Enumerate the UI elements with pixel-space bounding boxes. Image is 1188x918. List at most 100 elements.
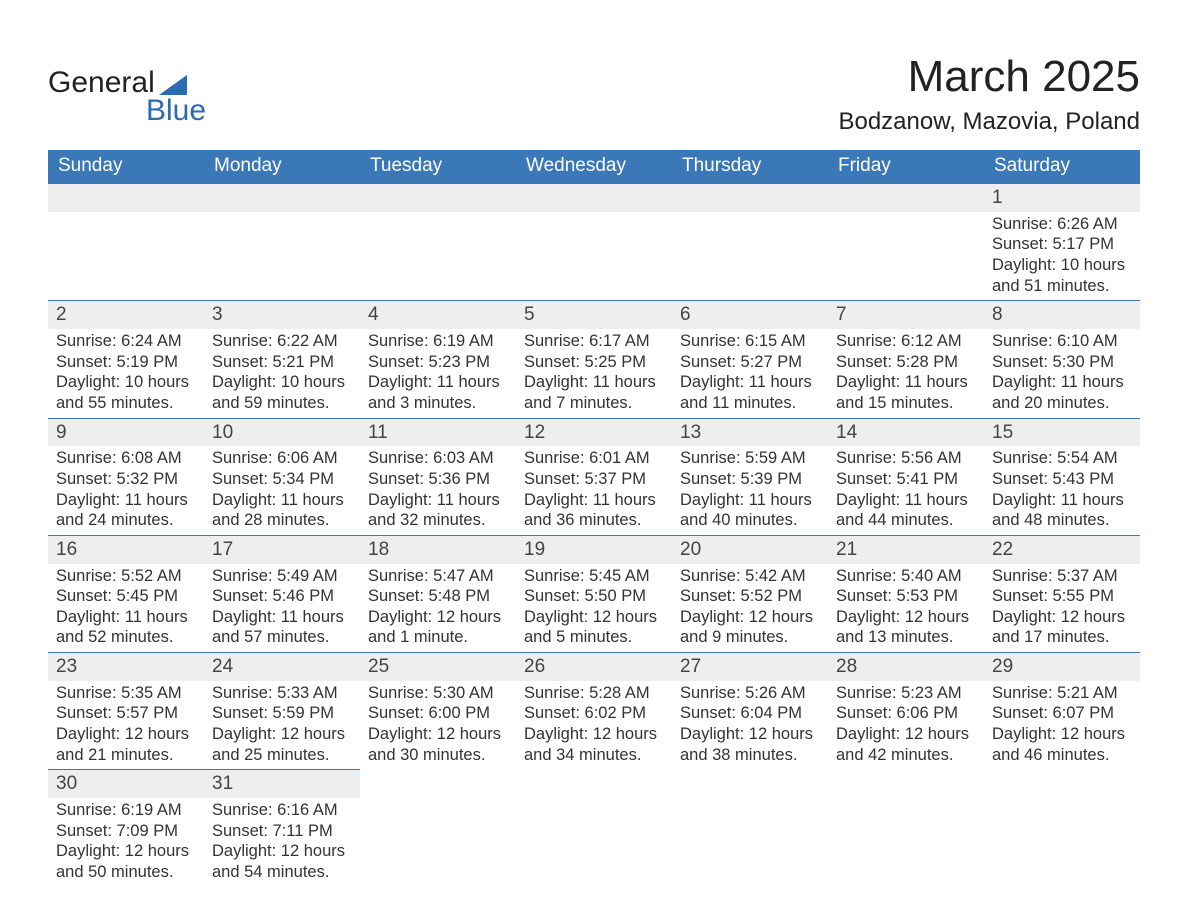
daylight-line1: Daylight: 12 hours — [56, 724, 196, 745]
logo-word1: General — [48, 68, 155, 98]
title-block: March 2025 Bodzanow, Mazovia, Poland — [838, 40, 1140, 136]
daylight-line1: Daylight: 11 hours — [680, 490, 820, 511]
sunrise: Sunrise: 5:35 AM — [56, 683, 196, 704]
daylight-line2: and 51 minutes. — [992, 276, 1132, 297]
daylight-line1: Daylight: 11 hours — [56, 490, 196, 511]
daylight-line1: Daylight: 12 hours — [524, 607, 664, 628]
daylight-line2: and 42 minutes. — [836, 745, 976, 766]
day-data-cell — [204, 212, 360, 301]
calendar-table: Sunday Monday Tuesday Wednesday Thursday… — [48, 150, 1140, 887]
sunrise: Sunrise: 6:12 AM — [836, 331, 976, 352]
day-data-cell — [828, 212, 984, 301]
day-number-cell: 21 — [828, 535, 984, 563]
daynum-row: 16171819202122 — [48, 535, 1140, 563]
daylight-line1: Daylight: 11 hours — [368, 490, 508, 511]
day-data-cell — [516, 212, 672, 301]
daylight-line2: and 55 minutes. — [56, 393, 196, 414]
daylight-line1: Daylight: 11 hours — [524, 372, 664, 393]
sunrise: Sunrise: 6:26 AM — [992, 214, 1132, 235]
daynum-row: 23242526272829 — [48, 653, 1140, 681]
sunset: Sunset: 6:04 PM — [680, 703, 820, 724]
sunrise: Sunrise: 6:01 AM — [524, 448, 664, 469]
sunrise: Sunrise: 5:33 AM — [212, 683, 352, 704]
sunset: Sunset: 5:45 PM — [56, 586, 196, 607]
daylight-line1: Daylight: 10 hours — [212, 372, 352, 393]
sunset: Sunset: 5:43 PM — [992, 469, 1132, 490]
day-number-cell: 22 — [984, 535, 1140, 563]
day-data-cell: Sunrise: 6:24 AMSunset: 5:19 PMDaylight:… — [48, 329, 204, 418]
day-header-row: Sunday Monday Tuesday Wednesday Thursday… — [48, 150, 1140, 184]
sunset: Sunset: 5:19 PM — [56, 352, 196, 373]
daylight-line1: Daylight: 11 hours — [524, 490, 664, 511]
day-data-cell: Sunrise: 5:40 AMSunset: 5:53 PMDaylight:… — [828, 564, 984, 653]
sunrise: Sunrise: 5:56 AM — [836, 448, 976, 469]
day-data-cell: Sunrise: 6:16 AMSunset: 7:11 PMDaylight:… — [204, 798, 360, 887]
day-data-cell: Sunrise: 6:19 AMSunset: 5:23 PMDaylight:… — [360, 329, 516, 418]
sunset: Sunset: 5:27 PM — [680, 352, 820, 373]
sunrise: Sunrise: 6:19 AM — [56, 800, 196, 821]
day-number-cell — [516, 770, 672, 798]
daylight-line1: Daylight: 12 hours — [212, 841, 352, 862]
location: Bodzanow, Mazovia, Poland — [838, 108, 1140, 136]
daylight-line2: and 1 minute. — [368, 627, 508, 648]
header: General Blue March 2025 Bodzanow, Mazovi… — [48, 40, 1140, 136]
sunrise: Sunrise: 6:03 AM — [368, 448, 508, 469]
day-data-cell: Sunrise: 6:10 AMSunset: 5:30 PMDaylight:… — [984, 329, 1140, 418]
day-data-cell: Sunrise: 5:21 AMSunset: 6:07 PMDaylight:… — [984, 681, 1140, 770]
day-data-cell — [672, 212, 828, 301]
day-number-cell — [360, 184, 516, 212]
day-data-cell: Sunrise: 6:26 AMSunset: 5:17 PMDaylight:… — [984, 212, 1140, 301]
sunrise: Sunrise: 5:52 AM — [56, 566, 196, 587]
daylight-line2: and 17 minutes. — [992, 627, 1132, 648]
daylight-line2: and 38 minutes. — [680, 745, 820, 766]
daylight-line1: Daylight: 10 hours — [992, 255, 1132, 276]
daylight-line2: and 54 minutes. — [212, 862, 352, 883]
sunset: Sunset: 5:36 PM — [368, 469, 508, 490]
day-data-cell: Sunrise: 5:52 AMSunset: 5:45 PMDaylight:… — [48, 564, 204, 653]
sunset: Sunset: 5:55 PM — [992, 586, 1132, 607]
data-row: Sunrise: 6:08 AMSunset: 5:32 PMDaylight:… — [48, 446, 1140, 535]
day-number-cell: 1 — [984, 184, 1140, 212]
day-data-cell: Sunrise: 6:19 AMSunset: 7:09 PMDaylight:… — [48, 798, 204, 887]
sunset: Sunset: 5:59 PM — [212, 703, 352, 724]
day-data-cell: Sunrise: 5:30 AMSunset: 6:00 PMDaylight:… — [360, 681, 516, 770]
daylight-line1: Daylight: 11 hours — [836, 490, 976, 511]
day-data-cell: Sunrise: 5:45 AMSunset: 5:50 PMDaylight:… — [516, 564, 672, 653]
daylight-line1: Daylight: 11 hours — [212, 490, 352, 511]
day-number-cell: 9 — [48, 418, 204, 446]
sunset: Sunset: 5:28 PM — [836, 352, 976, 373]
day-number-cell — [828, 770, 984, 798]
day-data-cell: Sunrise: 5:37 AMSunset: 5:55 PMDaylight:… — [984, 564, 1140, 653]
daylight-line1: Daylight: 12 hours — [992, 724, 1132, 745]
daynum-row: 2345678 — [48, 301, 1140, 329]
daylight-line2: and 25 minutes. — [212, 745, 352, 766]
day-number-cell: 6 — [672, 301, 828, 329]
daylight-line2: and 50 minutes. — [56, 862, 196, 883]
daylight-line1: Daylight: 12 hours — [680, 724, 820, 745]
daylight-line1: Daylight: 12 hours — [368, 607, 508, 628]
day-number-cell: 19 — [516, 535, 672, 563]
sunset: Sunset: 5:25 PM — [524, 352, 664, 373]
day-number-cell: 3 — [204, 301, 360, 329]
sunrise: Sunrise: 6:06 AM — [212, 448, 352, 469]
sunrise: Sunrise: 5:49 AM — [212, 566, 352, 587]
daylight-line1: Daylight: 12 hours — [212, 724, 352, 745]
day-number-cell: 15 — [984, 418, 1140, 446]
day-number-cell: 24 — [204, 653, 360, 681]
sunset: Sunset: 5:32 PM — [56, 469, 196, 490]
daylight-line2: and 30 minutes. — [368, 745, 508, 766]
day-number-cell — [516, 184, 672, 212]
sunrise: Sunrise: 5:26 AM — [680, 683, 820, 704]
day-number-cell — [204, 184, 360, 212]
sunset: Sunset: 5:23 PM — [368, 352, 508, 373]
sunrise: Sunrise: 5:30 AM — [368, 683, 508, 704]
daylight-line2: and 36 minutes. — [524, 510, 664, 531]
sunset: Sunset: 5:41 PM — [836, 469, 976, 490]
sunset: Sunset: 5:52 PM — [680, 586, 820, 607]
daylight-line2: and 5 minutes. — [524, 627, 664, 648]
day-header: Saturday — [984, 150, 1140, 184]
daylight-line2: and 57 minutes. — [212, 627, 352, 648]
sunset: Sunset: 6:07 PM — [992, 703, 1132, 724]
sunset: Sunset: 5:17 PM — [992, 234, 1132, 255]
day-number-cell: 16 — [48, 535, 204, 563]
